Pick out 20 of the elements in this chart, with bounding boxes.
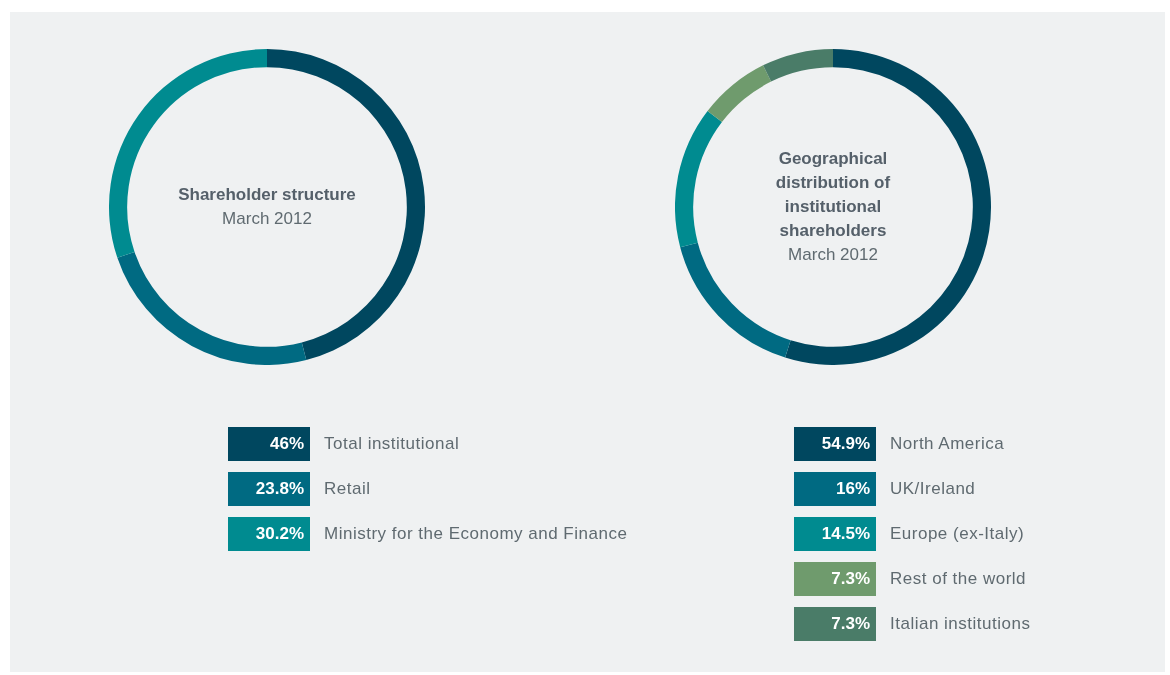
- text: Shareholder structure: [178, 185, 356, 204]
- data-label: 54.9%: [794, 427, 876, 461]
- data-label: 46%: [228, 427, 310, 461]
- data-label: 16%: [794, 472, 876, 506]
- text: March 2012: [787, 244, 879, 266]
- legend-label: Italian institutions: [890, 614, 1031, 634]
- legend-label: Retail: [324, 479, 371, 499]
- legend-label: Total institutional: [324, 434, 460, 454]
- legend-label: Rest of the world: [890, 569, 1027, 589]
- data-label: 7.3%: [794, 562, 876, 596]
- text: March 2012: [221, 208, 313, 230]
- data-label: 23.8%: [228, 472, 310, 506]
- legend-label: North America: [890, 434, 1005, 454]
- legend-label: Europe (ex-Italy): [890, 524, 1025, 544]
- text: Geographical distribution of institutional shareholders: [775, 149, 891, 240]
- data-label: 14.5%: [794, 517, 876, 551]
- legend-label: UK/Ireland: [890, 479, 976, 499]
- legend-label: Ministry for the Economy and Finance: [324, 524, 628, 544]
- data-label: 7.3%: [794, 607, 876, 641]
- data-label: 30.2%: [228, 517, 310, 551]
